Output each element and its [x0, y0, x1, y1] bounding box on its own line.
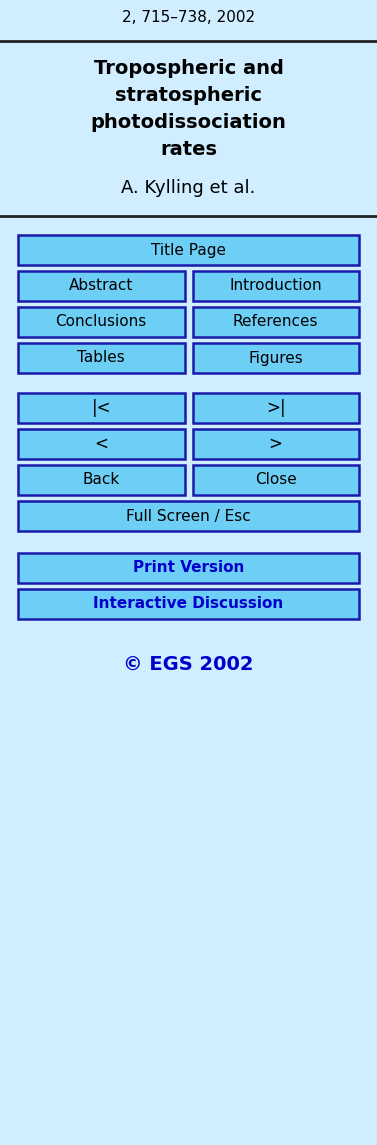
Text: Abstract: Abstract	[69, 278, 133, 293]
Text: |<: |<	[92, 398, 111, 417]
Text: Interactive Discussion: Interactive Discussion	[93, 597, 284, 611]
Text: Full Screen / Esc: Full Screen / Esc	[126, 508, 251, 523]
FancyBboxPatch shape	[18, 393, 184, 423]
Text: Close: Close	[255, 473, 297, 488]
Text: References: References	[233, 315, 319, 330]
Text: rates: rates	[160, 140, 217, 159]
Text: stratospheric: stratospheric	[115, 86, 262, 105]
Text: © EGS 2002: © EGS 2002	[123, 655, 254, 673]
FancyBboxPatch shape	[193, 344, 359, 373]
Text: 2, 715–738, 2002: 2, 715–738, 2002	[122, 10, 255, 25]
Text: Tables: Tables	[77, 350, 125, 365]
FancyBboxPatch shape	[18, 553, 359, 583]
Text: A. Kylling et al.: A. Kylling et al.	[121, 179, 256, 197]
Text: Tropospheric and: Tropospheric and	[93, 60, 284, 78]
Text: >|: >|	[266, 398, 285, 417]
FancyBboxPatch shape	[193, 271, 359, 301]
FancyBboxPatch shape	[193, 393, 359, 423]
Text: >: >	[269, 435, 283, 453]
FancyBboxPatch shape	[18, 344, 184, 373]
FancyBboxPatch shape	[18, 235, 359, 264]
FancyBboxPatch shape	[18, 502, 359, 531]
Text: Introduction: Introduction	[230, 278, 322, 293]
Text: Figures: Figures	[248, 350, 303, 365]
FancyBboxPatch shape	[193, 429, 359, 459]
FancyBboxPatch shape	[18, 271, 184, 301]
Text: <: <	[94, 435, 108, 453]
FancyBboxPatch shape	[18, 307, 184, 337]
FancyBboxPatch shape	[193, 307, 359, 337]
Text: Title Page: Title Page	[151, 243, 226, 258]
Text: photodissociation: photodissociation	[90, 113, 287, 132]
Text: Print Version: Print Version	[133, 561, 244, 576]
FancyBboxPatch shape	[18, 465, 184, 495]
Text: Conclusions: Conclusions	[56, 315, 147, 330]
FancyBboxPatch shape	[18, 429, 184, 459]
Text: Back: Back	[83, 473, 120, 488]
FancyBboxPatch shape	[18, 589, 359, 619]
FancyBboxPatch shape	[193, 465, 359, 495]
